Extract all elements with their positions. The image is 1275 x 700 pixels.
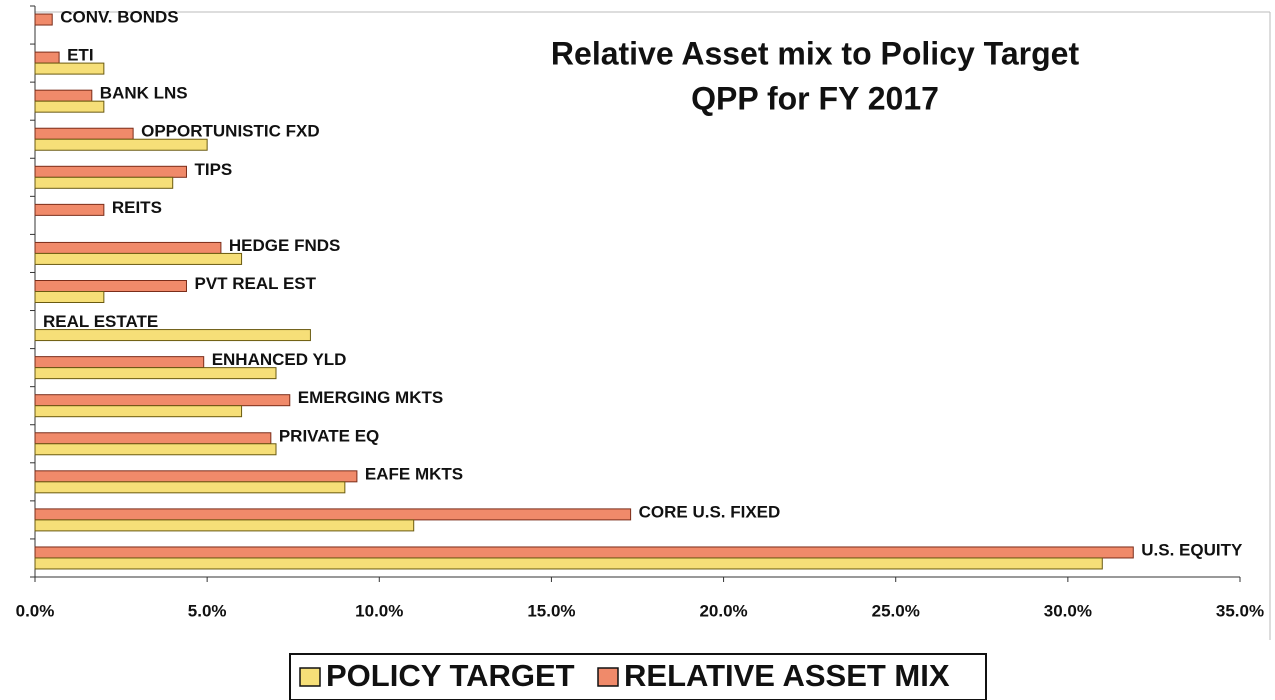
category-label: CORE U.S. FIXED (639, 502, 781, 521)
category-label: U.S. EQUITY (1141, 540, 1243, 559)
bar (34, 165, 187, 178)
x-tick-label: 25.0% (872, 601, 920, 620)
bar (34, 138, 208, 151)
category-label: PRIVATE EQ (279, 426, 379, 445)
bar (34, 356, 205, 369)
x-tick-label: 35.0% (1216, 601, 1264, 620)
bar (34, 280, 187, 292)
bar (34, 176, 174, 189)
bar (34, 241, 222, 254)
category-label: HEDGE FNDS (229, 236, 340, 255)
legend-swatch (597, 667, 619, 687)
category-label: CONV. BONDS (60, 8, 178, 27)
chart-title: QPP for FY 2017 (691, 80, 939, 116)
bar (34, 470, 358, 483)
legend-label: RELATIVE ASSET MIX (624, 658, 950, 693)
bar (34, 394, 291, 407)
category-label: TIPS (194, 160, 232, 179)
bar (34, 252, 243, 265)
category-label: REITS (112, 198, 162, 217)
bar (34, 481, 346, 494)
category-label: PVT REAL EST (194, 274, 316, 293)
bar (34, 519, 415, 532)
x-tick-label: 5.0% (188, 601, 227, 620)
category-label: BANK LNS (100, 84, 188, 103)
bar (34, 127, 134, 140)
bar (34, 291, 105, 303)
category-label: ETI (67, 46, 93, 65)
bar (34, 443, 277, 456)
x-tick-label: 10.0% (355, 601, 403, 620)
bar (34, 13, 53, 26)
category-label: EAFE MKTS (365, 464, 463, 483)
x-tick-label: 30.0% (1044, 601, 1092, 620)
bar (34, 62, 105, 75)
bar (34, 557, 1103, 570)
chart-title: Relative Asset mix to Policy Target (551, 35, 1080, 71)
bar (34, 51, 60, 64)
bar (34, 508, 632, 521)
legend-label: POLICY TARGET (326, 658, 575, 693)
bar (34, 546, 1134, 559)
x-tick-label: 15.0% (527, 601, 575, 620)
bar (34, 367, 277, 380)
x-tick-label: 20.0% (699, 601, 747, 620)
bar (34, 432, 272, 445)
bar (34, 329, 311, 342)
legend-box (289, 653, 987, 700)
bar (34, 405, 243, 418)
bar (34, 100, 105, 113)
bar (34, 203, 105, 216)
category-label: OPPORTUNISTIC FXD (141, 122, 320, 141)
category-label: REAL ESTATE (43, 312, 158, 331)
x-tick-label: 0.0% (16, 601, 55, 620)
bar (34, 89, 93, 102)
category-label: ENHANCED YLD (212, 350, 347, 369)
category-label: EMERGING MKTS (298, 388, 443, 407)
legend-swatch (299, 667, 321, 687)
